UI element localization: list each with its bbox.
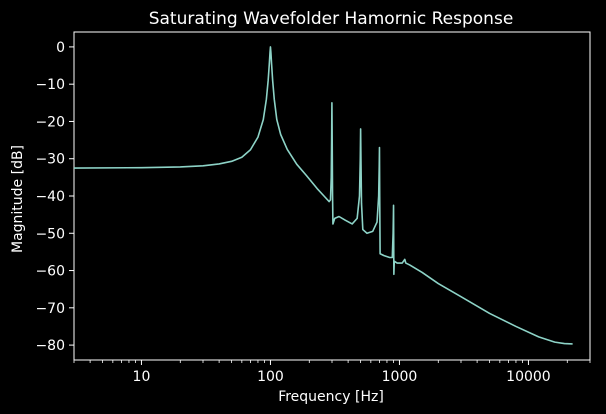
chart-title: Saturating Wavefolder Hamornic Response <box>149 9 514 29</box>
plot-area: 0 −10 −20 −30 −40 −50 −60 −70 −80 10 100 1000 10000 <box>35 31 591 385</box>
x-tick-label: 100 <box>257 369 284 385</box>
y-tick-label: −50 <box>35 226 65 242</box>
y-tick-label: −70 <box>35 301 65 317</box>
x-tick-label: 10000 <box>506 369 551 385</box>
y-tick-label: 0 <box>56 40 65 56</box>
y-tick-label: −80 <box>35 338 65 354</box>
y-tick-label: −20 <box>35 114 65 130</box>
y-tick-label: −40 <box>35 189 65 205</box>
y-axis-label: Magnitude [dB] <box>10 145 26 253</box>
x-tick-label: 10 <box>133 369 151 385</box>
series-line <box>73 46 573 345</box>
y-tick-label: −30 <box>35 152 65 168</box>
y-tick-label: −10 <box>35 77 65 93</box>
y-tick-label: −60 <box>35 264 65 280</box>
x-tick-label: 1000 <box>382 369 418 385</box>
x-axis-label: Frequency [Hz] <box>278 389 384 405</box>
